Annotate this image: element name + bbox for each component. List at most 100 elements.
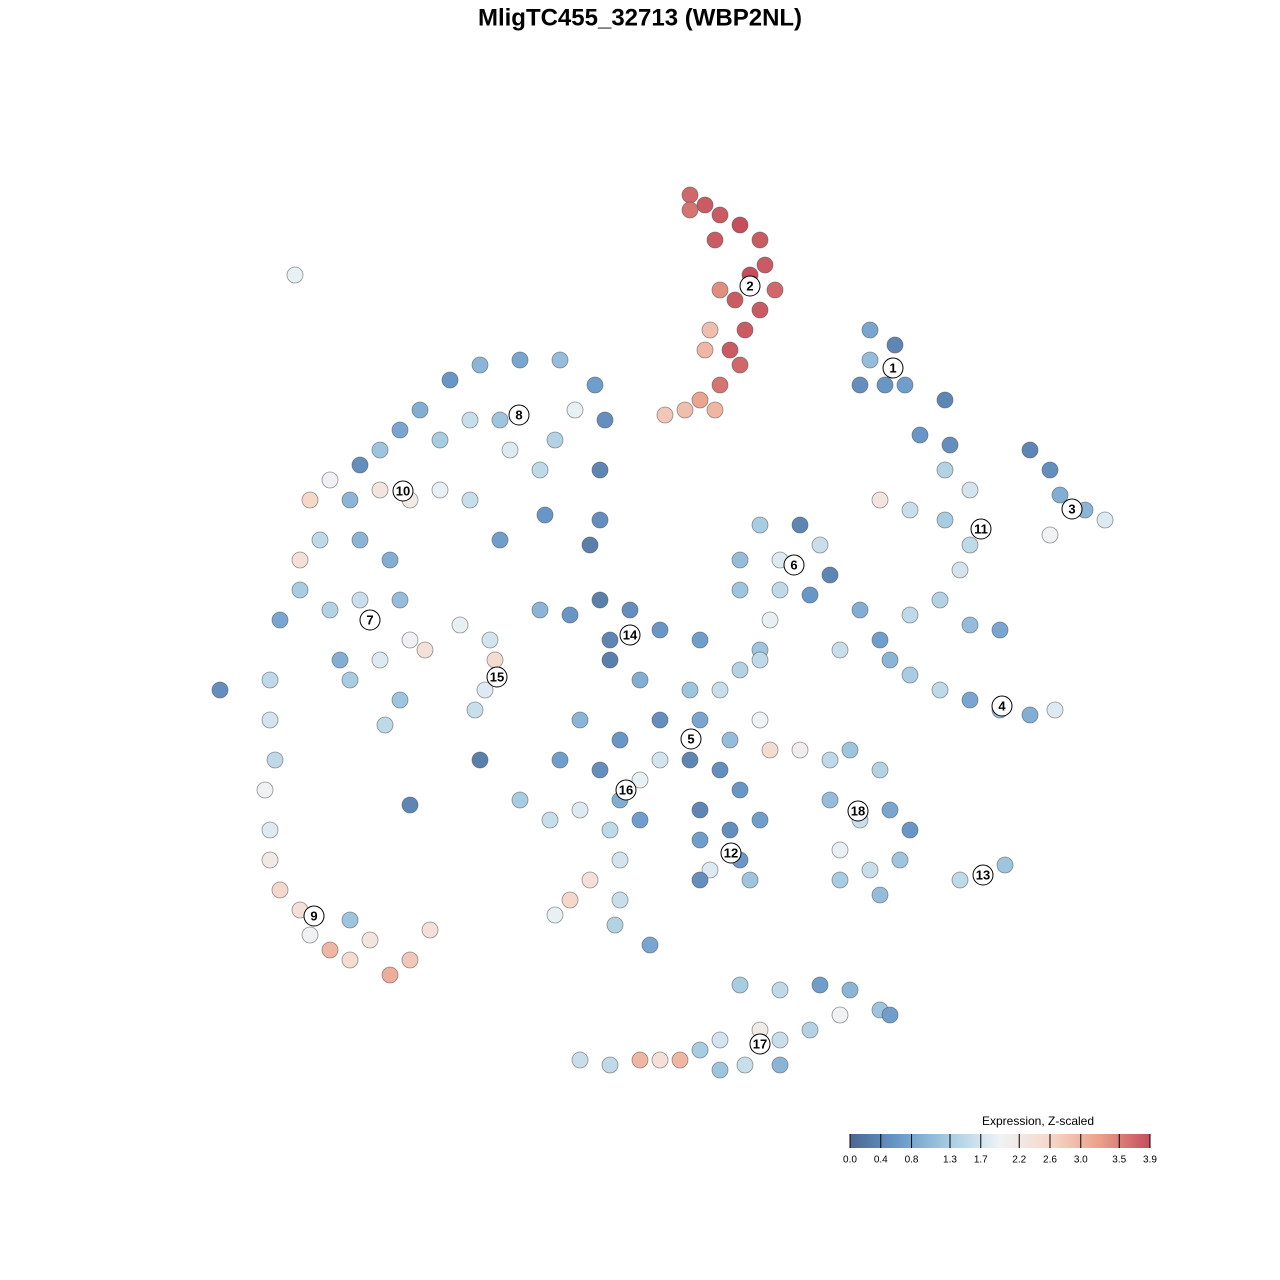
point (581, 871, 599, 889)
colorbar-title: Expression, Z-scaled (982, 1114, 1094, 1128)
point (391, 691, 409, 709)
point (656, 406, 674, 424)
point (771, 581, 789, 599)
colorbar-tick-label: 3.5 (1112, 1155, 1126, 1166)
point (611, 851, 629, 869)
point (391, 421, 409, 439)
point (741, 871, 759, 889)
point (691, 871, 709, 889)
point (291, 551, 309, 569)
point (691, 831, 709, 849)
point (696, 196, 714, 214)
point (651, 711, 669, 729)
point (571, 801, 589, 819)
point (341, 671, 359, 689)
point (731, 781, 749, 799)
point (651, 621, 669, 639)
point (851, 376, 869, 394)
point (941, 436, 959, 454)
point (401, 796, 419, 814)
point (461, 491, 479, 509)
colorbar-tick-label: 2.2 (1012, 1155, 1026, 1166)
chart-title: MligTC455_32713 (WBP2NL) (478, 4, 802, 31)
point (561, 891, 579, 909)
point (751, 231, 769, 249)
cluster-label-badge (508, 404, 530, 426)
colorbar-tick-label: 3.0 (1074, 1155, 1088, 1166)
point (381, 966, 399, 984)
cluster-label-badge (1061, 498, 1083, 520)
point (821, 751, 839, 769)
point (411, 401, 429, 419)
point (936, 391, 954, 409)
cluster-label: 10 (396, 483, 410, 498)
point (871, 761, 889, 779)
point (401, 631, 419, 649)
point (841, 981, 859, 999)
point (996, 856, 1014, 874)
point (936, 511, 954, 529)
colorbar-tick-label: 1.3 (943, 1155, 957, 1166)
point (286, 266, 304, 284)
point (761, 611, 779, 629)
point (261, 711, 279, 729)
point (801, 586, 819, 604)
point (601, 821, 619, 839)
point (601, 651, 619, 669)
point (571, 711, 589, 729)
colorbar-tick-label: 0.0 (843, 1155, 857, 1166)
point (751, 516, 769, 534)
point (711, 281, 729, 299)
point (861, 861, 879, 879)
point (566, 401, 584, 419)
point (731, 551, 749, 569)
point (671, 1051, 689, 1069)
point (631, 771, 649, 789)
point (391, 591, 409, 609)
point (961, 536, 979, 554)
colorbar: Expression, Z-scaled 0.0 0.4 0.8 1.3 1.7 2.2 2… (843, 1114, 1157, 1165)
cluster-label-badge (739, 275, 761, 297)
point (321, 941, 339, 959)
point (681, 751, 699, 769)
point (731, 976, 749, 994)
cluster-label: 11 (974, 521, 988, 536)
point (266, 751, 284, 769)
point (691, 711, 709, 729)
point (751, 811, 769, 829)
cluster-label: 13 (976, 867, 990, 882)
point (451, 616, 469, 634)
point (491, 531, 509, 549)
point (551, 751, 569, 769)
point (431, 431, 449, 449)
point (861, 351, 879, 369)
point (821, 791, 839, 809)
point (701, 861, 719, 879)
point (591, 591, 609, 609)
point (791, 741, 809, 759)
point (321, 471, 339, 489)
colorbar-tick-label: 0.4 (874, 1155, 888, 1166)
point (991, 621, 1009, 639)
cluster-label-badge (847, 800, 869, 822)
point (421, 921, 439, 939)
point (351, 456, 369, 474)
point (901, 606, 919, 624)
point (641, 936, 659, 954)
point (211, 681, 229, 699)
point (756, 256, 774, 274)
point (936, 461, 954, 479)
cluster-label-badge (749, 1033, 771, 1055)
point (691, 631, 709, 649)
point (831, 871, 849, 889)
cluster-label-badge (783, 554, 805, 576)
point (851, 601, 869, 619)
point (1041, 461, 1059, 479)
point (651, 751, 669, 769)
point (401, 951, 419, 969)
point (256, 781, 274, 799)
point (731, 356, 749, 374)
point (961, 481, 979, 499)
point (331, 651, 349, 669)
cluster-label-badge (619, 624, 641, 646)
